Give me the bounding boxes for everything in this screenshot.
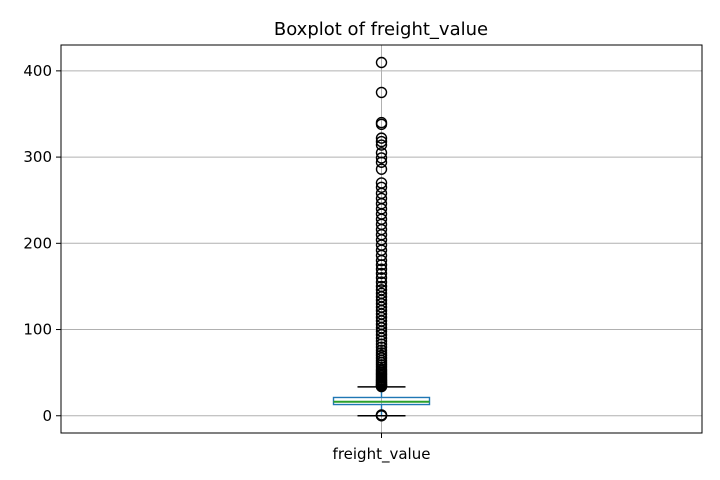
outlier-point-77: [375, 86, 388, 99]
outlier-point-73: [375, 135, 388, 148]
outlier-point-64: [375, 192, 388, 205]
axes: 0 100 200 300 400 freight_value: [23, 62, 430, 464]
y-tick-label-100: 100: [23, 321, 52, 339]
outlier-point-3: [375, 409, 388, 421]
plot-area: [332, 56, 431, 422]
plot-frame: [60, 44, 703, 434]
outlier-point-48: [375, 272, 388, 284]
y-tick-label-200: 200: [23, 234, 52, 252]
outlier-point-28: [375, 341, 388, 353]
y-tick-label-300: 300: [23, 148, 52, 166]
outlier-point-47: [375, 276, 388, 288]
outlier-point-70: [375, 152, 388, 164]
outlier-point-71: [375, 147, 388, 159]
outlier-point-50: [375, 263, 388, 275]
outlier-point-76: [375, 116, 388, 129]
outlier-point-27: [375, 344, 388, 356]
outlier-point-78: [375, 56, 388, 69]
x-tick-label: freight_value: [333, 445, 431, 464]
y-tick-label-0: 0: [42, 407, 52, 425]
outlier-point-72: [375, 139, 388, 151]
outlier-point-66: [375, 181, 388, 193]
outlier-point-44: [375, 287, 388, 300]
y-tick-label-400: 400: [23, 62, 52, 80]
outlier-point-67: [375, 177, 388, 189]
chart-title: Boxplot of freight_value: [274, 19, 488, 40]
outlier-point-68: [375, 163, 388, 175]
outlier-point-74: [375, 132, 388, 144]
outlier-point-49: [375, 267, 388, 280]
outlier-point-46: [375, 280, 388, 293]
outlier-point-45: [375, 284, 388, 296]
